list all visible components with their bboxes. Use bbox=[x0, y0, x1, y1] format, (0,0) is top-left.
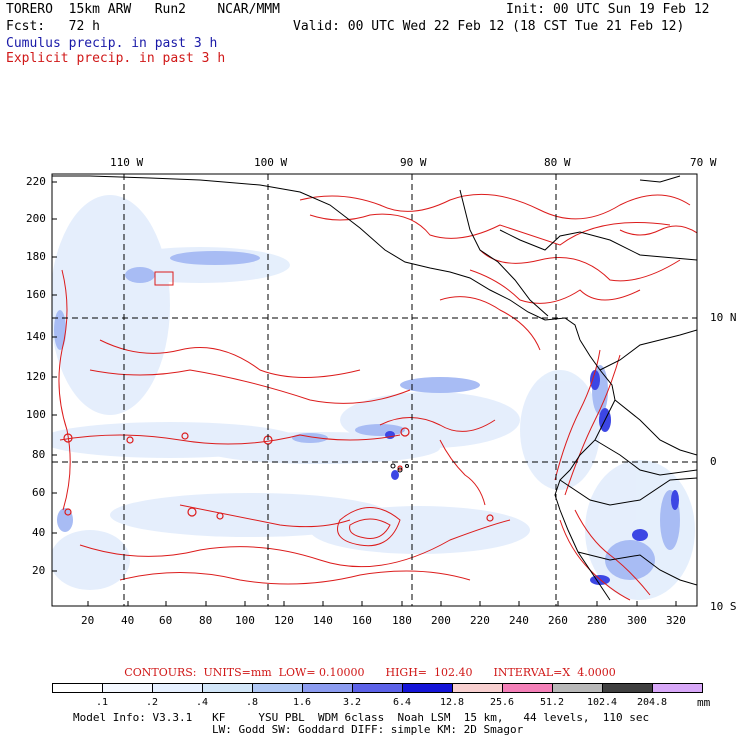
colorbar-swatch bbox=[52, 683, 103, 693]
map-field bbox=[52, 174, 697, 606]
x-tick-label: 140 bbox=[313, 614, 333, 627]
lon-label-80w: 80 W bbox=[544, 156, 571, 169]
axis-ticks bbox=[52, 181, 677, 606]
x-tick-label: 220 bbox=[470, 614, 490, 627]
x-tick-label: 200 bbox=[431, 614, 451, 627]
init-time: Init: 00 UTC Sun 19 Feb 12 bbox=[506, 2, 710, 17]
x-tick-label: 40 bbox=[121, 614, 135, 627]
lon-label-100w: 100 W bbox=[254, 156, 288, 169]
colorbar-swatch bbox=[602, 683, 653, 693]
y-tick-label: 80 bbox=[32, 448, 46, 461]
y-tick-label: 200 bbox=[26, 212, 46, 225]
y-tick-label: 40 bbox=[32, 526, 46, 539]
y-tick-label: 60 bbox=[32, 486, 46, 499]
colorbar-swatch bbox=[502, 683, 553, 693]
galapagos-islands bbox=[390, 463, 409, 473]
colorbar-level-label: .8 bbox=[245, 697, 259, 708]
colorbar-level-label: .2 bbox=[145, 697, 159, 708]
forecast-hour: Fcst: 72 h bbox=[6, 19, 100, 34]
cumulus-precip-label: Cumulus precip. in past 3 h bbox=[6, 36, 218, 51]
x-tick-label: 240 bbox=[509, 614, 529, 627]
colorbar-swatch bbox=[302, 683, 353, 693]
colorbar-swatch bbox=[102, 683, 153, 693]
colorbar-level-label: 6.4 bbox=[392, 697, 412, 708]
lat-label-10s: 10 S bbox=[710, 600, 737, 613]
x-tick-label: 20 bbox=[81, 614, 95, 627]
colorbar-level-label: .4 bbox=[195, 697, 209, 708]
colorbar-level-label: 3.2 bbox=[342, 697, 362, 708]
x-tick-label: 120 bbox=[274, 614, 294, 627]
colorbar-level-label: 12.8 bbox=[439, 697, 465, 708]
contour-info: CONTOURS: UNITS=mm LOW= 0.10000 HIGH= 10… bbox=[124, 666, 616, 679]
colorbar-level-label: 102.4 bbox=[586, 697, 618, 708]
colorbar-level-label: .1 bbox=[95, 697, 109, 708]
colorbar-swatch bbox=[452, 683, 503, 693]
physics-info-line: LW: Godd SW: Goddard DIFF: simple KM: 2D… bbox=[212, 723, 524, 736]
highlight-box bbox=[154, 271, 174, 286]
colorbar-level-label: 204.8 bbox=[636, 697, 668, 708]
model-title: TORERO 15km ARW Run2 NCAR/MMM bbox=[6, 2, 280, 17]
lat-label-0: 0 bbox=[710, 455, 717, 468]
colorbar-swatch bbox=[402, 683, 453, 693]
colorbar-swatch bbox=[252, 683, 303, 693]
map-frame bbox=[51, 173, 698, 607]
y-tick-label: 140 bbox=[26, 330, 46, 343]
x-tick-label: 320 bbox=[666, 614, 686, 627]
x-tick-label: 280 bbox=[587, 614, 607, 627]
colorbar-units: mm bbox=[697, 696, 711, 709]
x-tick-label: 260 bbox=[548, 614, 568, 627]
y-tick-label: 160 bbox=[26, 288, 46, 301]
y-tick-label: 180 bbox=[26, 250, 46, 263]
lat-label-10n: 10 N bbox=[710, 311, 737, 324]
colorbar-level-label: 1.6 bbox=[292, 697, 312, 708]
y-tick-label: 220 bbox=[26, 175, 46, 188]
colorbar-swatch bbox=[652, 683, 703, 693]
lon-label-90w: 90 W bbox=[400, 156, 427, 169]
explicit-precip-contours bbox=[58, 193, 697, 601]
lon-label-70w: 70 W bbox=[690, 156, 717, 169]
colorbar-level-label: 25.6 bbox=[489, 697, 515, 708]
coastlines bbox=[52, 175, 697, 601]
x-tick-label: 100 bbox=[235, 614, 255, 627]
explicit-precip-label: Explicit precip. in past 3 h bbox=[6, 51, 226, 66]
colorbar-swatch bbox=[552, 683, 603, 693]
lat-lon-grid bbox=[52, 174, 697, 606]
y-tick-label: 20 bbox=[32, 564, 46, 577]
colorbar-swatch bbox=[352, 683, 403, 693]
colorbar-swatch bbox=[152, 683, 203, 693]
x-tick-label: 60 bbox=[159, 614, 173, 627]
x-tick-label: 160 bbox=[352, 614, 372, 627]
colorbar-swatch bbox=[202, 683, 253, 693]
y-tick-label: 100 bbox=[26, 408, 46, 421]
colorbar-level-label: 51.2 bbox=[539, 697, 565, 708]
x-tick-label: 80 bbox=[199, 614, 213, 627]
y-tick-label: 120 bbox=[26, 370, 46, 383]
x-tick-label: 300 bbox=[627, 614, 647, 627]
valid-time: Valid: 00 UTC Wed 22 Feb 12 (18 CST Tue … bbox=[293, 19, 685, 34]
lon-label-110w: 110 W bbox=[110, 156, 144, 169]
model-info-line: Model Info: V3.3.1 KF YSU PBL WDM 6class… bbox=[73, 711, 650, 724]
x-tick-label: 180 bbox=[392, 614, 412, 627]
